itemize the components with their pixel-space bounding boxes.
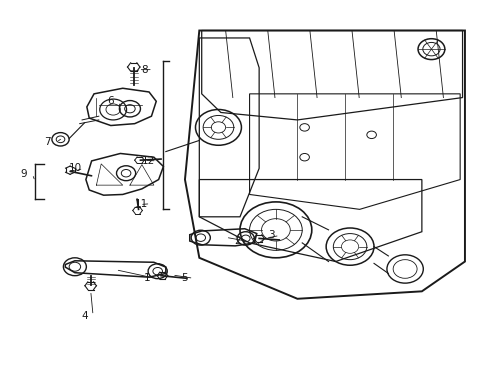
Text: 3: 3 [268,230,275,240]
Text: 12: 12 [142,156,155,166]
Text: 4: 4 [81,310,88,321]
Text: 11: 11 [135,199,148,209]
Text: 9: 9 [20,169,27,179]
Text: 2: 2 [234,236,241,246]
Text: 10: 10 [68,163,82,174]
Text: 6: 6 [108,96,114,106]
Text: 8: 8 [141,65,147,75]
Text: 7: 7 [44,137,51,147]
Text: 5: 5 [181,273,188,283]
Text: 1: 1 [144,273,150,283]
